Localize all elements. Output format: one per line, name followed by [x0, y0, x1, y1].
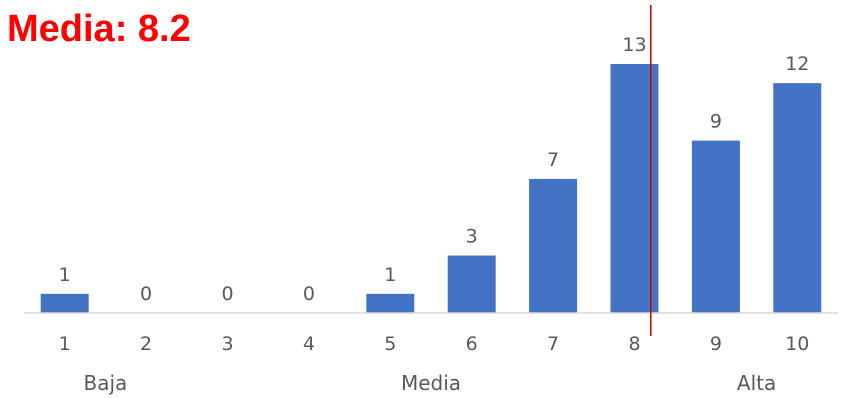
data-label-7: 7: [547, 149, 559, 171]
bar-1: [40, 293, 89, 313]
chart-title: Media: 8.2: [7, 8, 191, 50]
x-tick-label-7: 7: [547, 333, 559, 355]
data-label-1: 1: [59, 264, 71, 286]
x-tick-label-3: 3: [221, 333, 233, 355]
data-label-3: 0: [221, 283, 233, 305]
x-tick-label-2: 2: [140, 333, 152, 355]
data-label-8: 13: [622, 34, 646, 56]
group-label-media: Media: [401, 371, 461, 395]
bar-7: [529, 178, 578, 313]
data-label-2: 0: [140, 283, 152, 305]
x-tick-label-6: 6: [466, 333, 478, 355]
x-tick-labels: 1 2 3 4 5 6 7 8 9 10: [59, 333, 810, 355]
x-tick-label-9: 9: [710, 333, 722, 355]
bar-5: [366, 293, 415, 313]
data-label-10: 12: [785, 53, 809, 75]
x-group-labels: Baja Media Alta: [84, 371, 777, 395]
bar-10: [773, 83, 822, 314]
x-tick-label-5: 5: [384, 333, 396, 355]
x-tick-label-8: 8: [628, 333, 640, 355]
bar-6: [447, 255, 496, 313]
data-label-9: 9: [710, 111, 722, 133]
x-tick-label-4: 4: [303, 333, 315, 355]
data-label-4: 0: [303, 283, 315, 305]
x-tick-label-10: 10: [785, 333, 809, 355]
bars: [40, 64, 822, 314]
data-label-5: 1: [384, 264, 396, 286]
group-label-baja: Baja: [84, 371, 128, 395]
x-tick-label-1: 1: [59, 333, 71, 355]
bar-9: [691, 140, 740, 313]
data-label-6: 3: [466, 226, 478, 248]
group-label-alta: Alta: [737, 371, 776, 395]
